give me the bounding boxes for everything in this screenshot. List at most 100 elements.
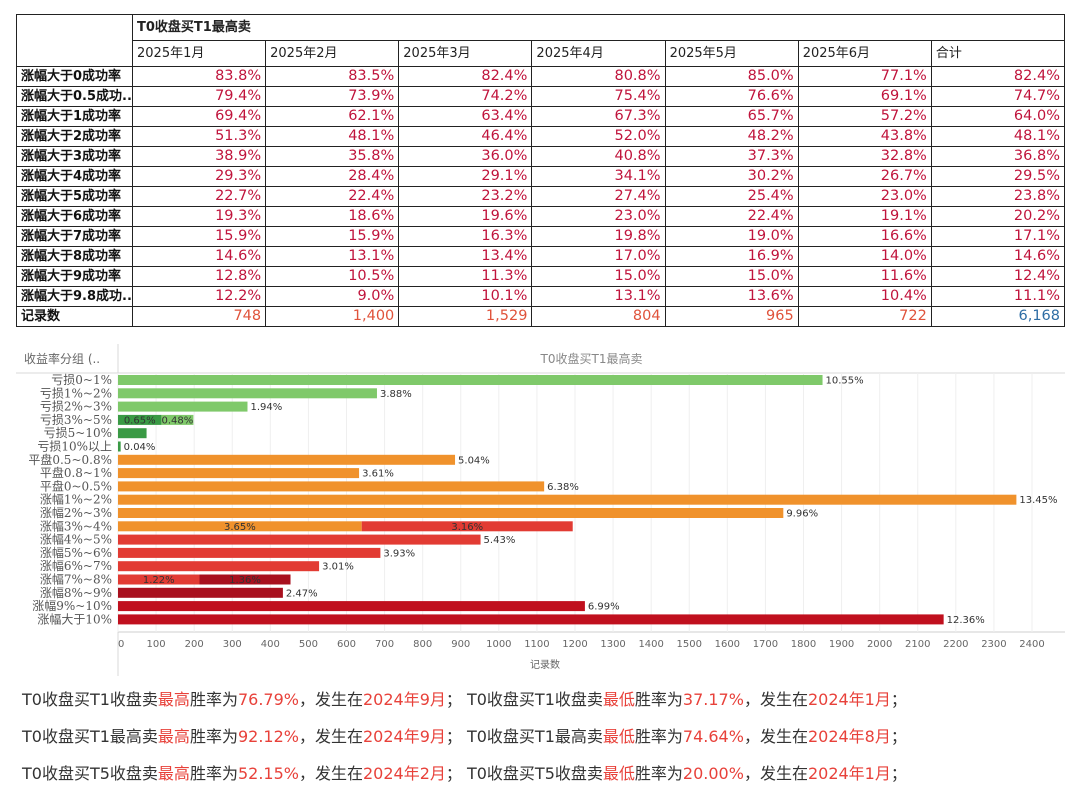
rate-cell: 32.8% (797, 146, 932, 167)
bar-segment (118, 454, 456, 465)
bar-segment (118, 534, 481, 545)
rate-cell: 48.2% (664, 126, 799, 147)
x-tick-label: 100 (147, 639, 166, 650)
rate-cell: 77.1% (797, 66, 932, 87)
x-tick-label: 500 (299, 639, 318, 650)
rate-cell: 16.3% (398, 226, 533, 247)
record-count-row: 记录数 748 1,400 1,529 804 965 722 6,168 (16, 306, 1066, 327)
rate-cell: 17.0% (531, 246, 666, 267)
bar-segment (118, 614, 944, 625)
category-label: 涨幅9%~10% (32, 598, 112, 613)
summary-text-part: ； (890, 690, 907, 709)
category-label: 涨幅5%~6% (40, 545, 112, 560)
rate-cell: 46.4% (398, 126, 533, 147)
rate-cell: 25.4% (664, 186, 799, 207)
highlight-text: 37.17% (682, 690, 744, 709)
rate-cell: 82.4% (398, 66, 533, 87)
bar-value-label: 6.38% (547, 482, 579, 493)
bar-segment (118, 587, 283, 598)
summary-text-part: ； T0收盘买T1收盘卖 (445, 690, 603, 709)
summary-text-part: ； T0收盘买T5收盘卖 (445, 764, 603, 783)
count-cell: 722 (797, 306, 932, 327)
x-tick-label: 2000 (867, 639, 892, 650)
column-header: 2025年1月 (131, 40, 267, 67)
row-label: 涨幅大于3成功率 (16, 146, 133, 167)
table-row: 涨幅大于6成功率 19.3% 18.6% 19.6% 23.0% 22.4% 19.1% 20… (16, 206, 1066, 227)
table-body: 涨幅大于0成功率 83.8% 83.5% 82.4% 80.8% 85.0% 77.1% 82… (16, 66, 1066, 327)
bar-segment (118, 494, 1017, 505)
rate-cell: 15.9% (265, 226, 400, 247)
bar-segment (118, 521, 362, 532)
count-cell: 748 (131, 306, 267, 327)
summary-text-part: T0收盘买T5收盘卖 (22, 764, 158, 783)
table-row: 涨幅大于2成功率 51.3% 48.1% 46.4% 52.0% 48.2% 43.8% 48… (16, 126, 1066, 147)
bar-segment (118, 481, 545, 492)
bar-value-label: 13.45% (1019, 495, 1057, 506)
summary-line: T0收盘买T1收盘卖最高胜率为76.79%，发生在2024年9月； T0收盘买T… (22, 688, 1072, 725)
bar-segment (161, 414, 194, 425)
category-label: 亏损1%~2% (40, 386, 112, 400)
highlight-text: 2024年9月 (362, 727, 446, 746)
rate-cell: 15.0% (664, 266, 799, 287)
rate-cell: 65.7% (664, 106, 799, 127)
summary-text-part: T0收盘买T1最高卖 (22, 727, 158, 746)
rate-cell: 34.1% (531, 166, 666, 187)
row-label: 涨幅大于2成功率 (16, 126, 133, 147)
rate-cell: 14.6% (131, 246, 267, 267)
rate-cell: 67.3% (531, 106, 666, 127)
rate-cell: 35.8% (265, 146, 400, 167)
highlight-text: 最高 (157, 690, 190, 709)
rate-cell: 11.3% (398, 266, 533, 287)
row-label: 涨幅大于0.5成功.. (16, 86, 133, 107)
table-row: 涨幅大于5成功率 22.7% 22.4% 23.2% 27.4% 25.4% 23.0% 23… (16, 186, 1066, 207)
category-label: 涨幅2%~3% (40, 505, 112, 520)
rate-cell: 23.2% (398, 186, 533, 207)
table-title: T0收盘买T1最高卖 (132, 14, 1065, 41)
rate-cell: 10.1% (398, 286, 533, 307)
stats-table: T0收盘买T1最高卖 2025年1月 2025年2月 2025年3月 2025年… (16, 14, 1066, 327)
rate-cell: 29.1% (398, 166, 533, 187)
rate-cell: 11.1% (930, 286, 1066, 307)
rate-cell: 22.4% (664, 206, 799, 227)
highlight-text: 2024年2月 (362, 764, 446, 783)
bar-segment (118, 401, 248, 412)
summary-text-part: ； T0收盘买T1最高卖 (445, 727, 603, 746)
summary-text-part: 胜率为 (634, 764, 683, 783)
rate-cell: 48.1% (265, 126, 400, 147)
bar-segment (118, 601, 585, 612)
rate-cell: 74.7% (930, 86, 1066, 107)
summary-text-part: ，发生在 (743, 727, 808, 746)
highlight-text: 最高 (157, 764, 190, 783)
rate-cell: 14.6% (930, 246, 1066, 267)
bar-chart: 收益率分组 (.. T0收盘买T1最高卖 亏损0~1% 10.55% 亏损1%~2% 3.… (16, 344, 1065, 676)
highlight-text: 76.79% (237, 690, 299, 709)
table-header-row: 2025年1月 2025年2月 2025年3月 2025年4月 2025年5月 … (17, 40, 1066, 67)
bar-value-label: 6.99% (588, 602, 620, 613)
category-label: 亏损2%~3% (40, 400, 112, 414)
bar-segment (199, 574, 291, 585)
bar-segment (118, 547, 381, 558)
rate-cell: 80.8% (531, 66, 666, 87)
column-header: 2025年3月 (398, 40, 533, 67)
rate-cell: 20.2% (930, 206, 1066, 227)
x-tick-label: 1900 (829, 639, 854, 650)
x-tick-label: 700 (375, 639, 394, 650)
rate-cell: 52.0% (531, 126, 666, 147)
bar-value-label: 1.94% (250, 402, 282, 413)
column-header: 合计 (930, 40, 1066, 67)
highlight-text: 2024年8月 (807, 727, 891, 746)
rate-cell: 11.6% (797, 266, 932, 287)
segment-label: 3.16% (451, 522, 483, 533)
highlight-text: 52.15% (237, 764, 299, 783)
highlight-text: 最高 (157, 727, 190, 746)
rate-cell: 23.0% (797, 186, 932, 207)
highlight-text: 最低 (602, 690, 635, 709)
highlight-text: 最低 (602, 764, 635, 783)
rate-cell: 18.6% (265, 206, 400, 227)
bar-value-label: 3.93% (383, 548, 415, 559)
x-tick-label: 1300 (600, 639, 625, 650)
rate-cell: 62.1% (265, 106, 400, 127)
bar-segment (118, 414, 162, 425)
x-tick-label: 1400 (638, 639, 663, 650)
highlight-text: 92.12% (237, 727, 299, 746)
